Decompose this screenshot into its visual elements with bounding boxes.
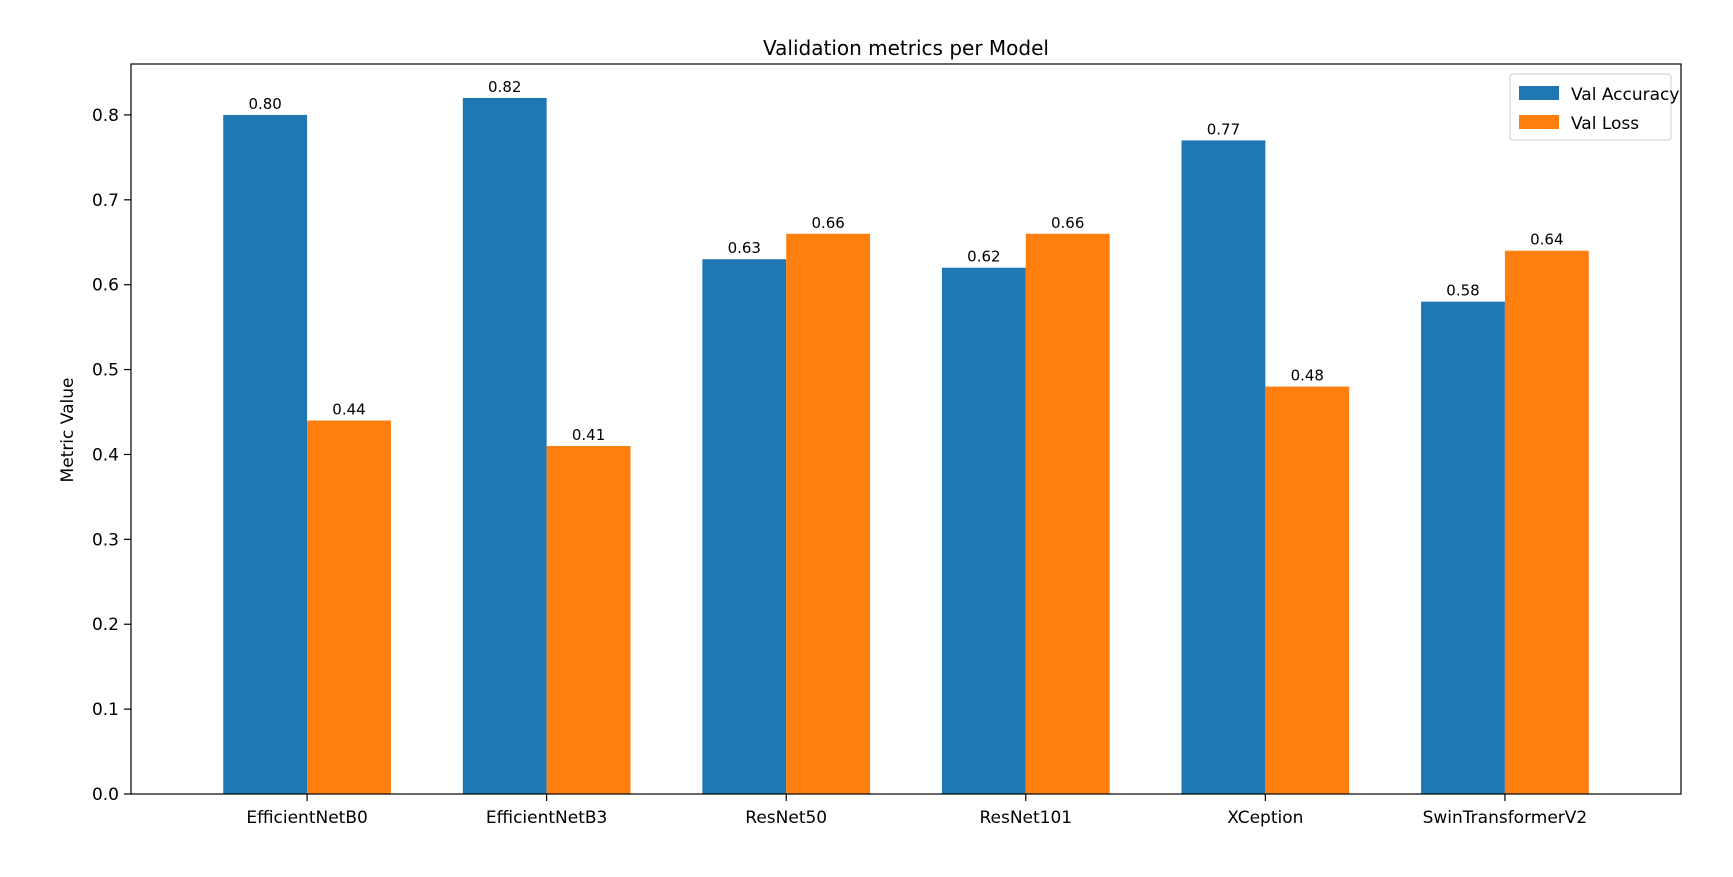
bar-value-label: 0.77 xyxy=(1207,120,1240,138)
bar-val-accuracy xyxy=(1181,140,1266,794)
y-tick-label: 0.5 xyxy=(92,361,119,381)
bar-value-label: 0.66 xyxy=(811,214,844,232)
y-axis: 0.0 0.1 0.2 0.3 0.4 0.5 0.6 0.7 0.8 xyxy=(92,106,131,805)
bar-value-label: 0.41 xyxy=(572,426,605,444)
x-tick-label: ResNet101 xyxy=(979,808,1072,828)
x-tick-label: XCeption xyxy=(1227,808,1303,828)
y-tick-label: 0.3 xyxy=(92,530,119,550)
y-tick-label: 0.2 xyxy=(92,615,119,635)
plot-area-frame xyxy=(130,63,1682,795)
x-tick-label: SwinTransformerV2 xyxy=(1423,808,1588,828)
bar-val-accuracy xyxy=(223,114,308,794)
y-tick-label: 0.7 xyxy=(92,191,119,211)
bar-val-loss xyxy=(786,233,871,794)
chart-title: Validation metrics per Model xyxy=(763,36,1049,60)
x-tick-label: EfficientNetB3 xyxy=(486,808,607,828)
bar-value-label: 0.66 xyxy=(1051,214,1084,232)
x-axis: EfficientNetB0 EfficientNetB3 ResNet50 ResN… xyxy=(246,794,1587,828)
legend-swatch xyxy=(1519,86,1559,100)
y-axis-label: Metric Value xyxy=(58,378,78,483)
bar-val-loss xyxy=(1265,386,1350,794)
bar-val-accuracy xyxy=(462,97,547,794)
bar-val-accuracy xyxy=(1421,301,1505,794)
y-tick-label: 0.0 xyxy=(92,785,119,805)
legend-label: Val Loss xyxy=(1571,114,1639,134)
legend: Val Accuracy Val Loss xyxy=(1509,73,1679,141)
x-tick-label: ResNet50 xyxy=(745,808,827,828)
bar-value-label: 0.48 xyxy=(1291,367,1324,385)
x-tick-label: EfficientNetB0 xyxy=(246,808,367,828)
bar-labels-layer: 0.80 0.44 0.82 0.41 0.63 0.66 0.62 0.66 0.77 0.48… xyxy=(248,78,1563,444)
bar-val-accuracy xyxy=(702,259,787,794)
bar-val-loss xyxy=(546,445,631,794)
bar-value-label: 0.63 xyxy=(728,239,761,257)
y-tick-label: 0.4 xyxy=(92,445,119,465)
y-tick-label: 0.8 xyxy=(92,106,119,126)
bar-val-accuracy xyxy=(941,267,1026,794)
bars-layer xyxy=(223,97,1589,794)
bar-value-label: 0.62 xyxy=(967,248,1000,266)
legend-swatch xyxy=(1519,115,1559,129)
bar-value-label: 0.44 xyxy=(332,401,365,419)
y-tick-label: 0.1 xyxy=(92,700,119,720)
bar-value-label: 0.82 xyxy=(488,78,521,96)
y-tick-label: 0.6 xyxy=(92,276,119,296)
bar-value-label: 0.80 xyxy=(248,95,281,113)
bar-val-loss xyxy=(1504,250,1589,794)
bar-value-label: 0.64 xyxy=(1530,231,1563,249)
bar-val-loss xyxy=(1025,233,1110,794)
bar-value-label: 0.58 xyxy=(1446,282,1479,300)
legend-label: Val Accuracy xyxy=(1571,85,1679,105)
bar-val-loss xyxy=(307,420,391,794)
